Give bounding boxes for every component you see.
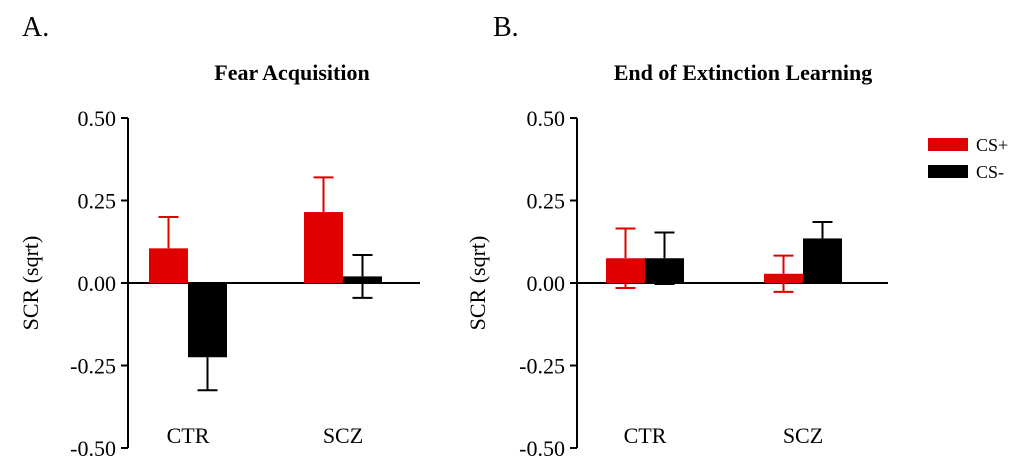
y-tick-label: 0.25 — [78, 189, 117, 214]
legend-label-cs-plus: CS+ — [976, 135, 1008, 155]
category-label: CTR — [167, 423, 210, 448]
chart-fear-acquisition: Fear Acquisition SCR (sqrt) 0.50 0.25 0.00… — [18, 60, 420, 461]
y-tick-label: 0.50 — [78, 106, 117, 131]
y-tick-label: 0.50 — [527, 106, 566, 131]
panel-label-a: A. — [22, 12, 49, 43]
bar-cs-plus-ctr — [606, 258, 645, 283]
bar-cs-minus-scz — [803, 238, 842, 283]
legend-label-cs-minus: CS- — [976, 162, 1004, 182]
chart-title: Fear Acquisition — [214, 60, 369, 85]
category-label: CTR — [624, 423, 667, 448]
y-tick-label: 0.00 — [527, 271, 566, 296]
legend-swatch-cs-minus — [928, 165, 968, 178]
panel-label-b: B. — [493, 12, 519, 43]
y-tick-label: -0.25 — [519, 354, 565, 379]
legend-swatch-cs-plus — [928, 138, 968, 151]
y-tick-label: 0.25 — [527, 189, 566, 214]
bar-cs-minus-ctr — [645, 258, 684, 283]
chart-title: End of Extinction Learning — [614, 60, 873, 85]
category-label: SCZ — [323, 423, 363, 448]
y-tick-label: -0.50 — [519, 436, 565, 461]
bar-cs-minus-ctr — [188, 283, 227, 358]
chart-end-of-extinction-learning: End of Extinction Learning SCR (sqrt) 0.… — [465, 60, 888, 461]
y-axis-label: SCR (sqrt) — [465, 236, 490, 331]
y-axis-label: SCR (sqrt) — [18, 236, 43, 331]
legend: CS+ CS- — [928, 135, 1008, 182]
bar-cs-plus-ctr — [149, 248, 188, 283]
y-tick-label: -0.50 — [70, 436, 116, 461]
y-tick-label: 0.00 — [78, 271, 117, 296]
bar-cs-minus-scz — [343, 276, 382, 283]
y-tick-label: -0.25 — [70, 354, 116, 379]
bar-cs-plus-scz — [304, 212, 343, 283]
category-label: SCZ — [783, 423, 823, 448]
bar-cs-plus-scz — [764, 273, 803, 283]
